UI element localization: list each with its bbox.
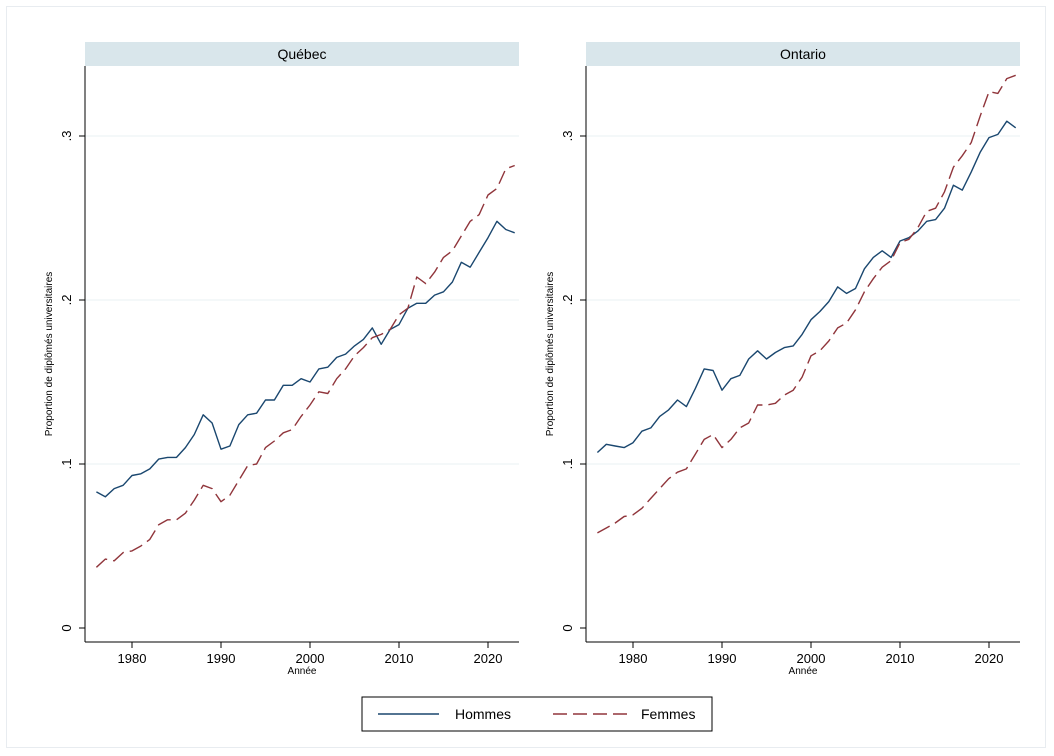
x-tick-label: 1990 xyxy=(207,651,236,666)
panel-header xyxy=(586,42,1020,66)
panel-ontario: Ontario 0 .1 .2 .3 1980 1990 2000 2010 2020 Année P… xyxy=(545,42,1020,677)
x-tick-label: 1990 xyxy=(708,651,737,666)
x-tick-label: 2020 xyxy=(975,651,1004,666)
y-tick-label: .2 xyxy=(59,295,74,306)
x-tick-label: 2010 xyxy=(385,651,414,666)
y-tick-label: .1 xyxy=(59,459,74,470)
x-tick-label: 2020 xyxy=(474,651,503,666)
series-line-femmes xyxy=(95,164,515,568)
y-tick-label: .3 xyxy=(560,131,575,142)
panel-title: Ontario xyxy=(780,46,826,62)
x-tick-label: 1980 xyxy=(118,651,147,666)
panel-title: Québec xyxy=(277,46,326,62)
legend-label-femmes: Femmes xyxy=(641,706,695,722)
legend: Hommes Femmes xyxy=(361,696,713,732)
y-tick-label: .1 xyxy=(560,459,575,470)
series-line-hommes xyxy=(96,220,515,498)
x-axis-title: Année xyxy=(789,666,818,677)
series-line-hommes xyxy=(596,120,1017,454)
series-line-femmes xyxy=(597,74,1016,534)
panel-quebec: Québec 0 .1 .2 .3 1980 1990 2000 2010 2020 Année Pr… xyxy=(44,42,519,677)
panel-header xyxy=(85,42,519,66)
x-tick-label: 2000 xyxy=(296,651,325,666)
y-tick-label: 0 xyxy=(59,624,74,631)
x-axis-title: Année xyxy=(288,666,317,677)
legend-label-hommes: Hommes xyxy=(455,706,511,722)
x-tick-label: 1980 xyxy=(619,651,648,666)
x-tick-label: 2010 xyxy=(886,651,915,666)
y-axis-title: Proportion de diplômés universitaires xyxy=(44,272,55,437)
y-tick-label: .3 xyxy=(59,131,74,142)
y-axis-title: Proportion de diplômés universitaires xyxy=(545,272,556,437)
y-tick-label: 0 xyxy=(560,624,575,631)
x-tick-label: 2000 xyxy=(797,651,826,666)
y-tick-label: .2 xyxy=(560,295,575,306)
figure-border xyxy=(6,6,1046,748)
